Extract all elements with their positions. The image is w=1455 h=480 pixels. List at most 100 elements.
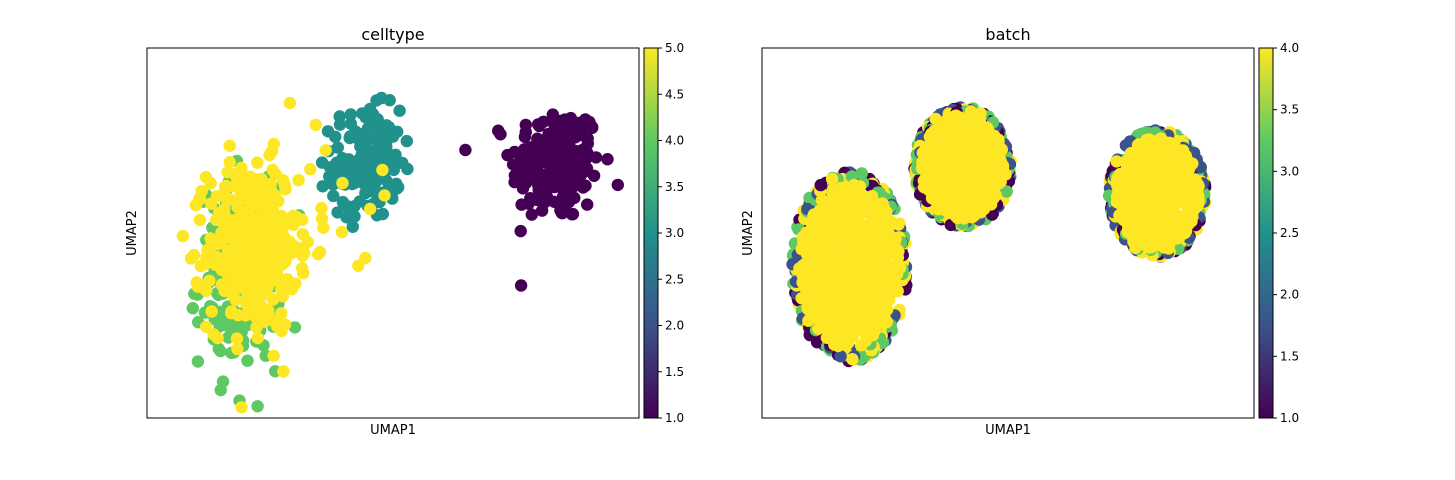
scatter-point xyxy=(251,400,264,413)
scatter-point xyxy=(843,230,856,243)
scatter-point xyxy=(370,141,384,155)
scatter-point xyxy=(851,267,865,280)
scatter-point xyxy=(210,213,223,227)
scatter-point xyxy=(501,148,514,162)
scatter-point xyxy=(928,142,942,155)
scatter-point xyxy=(1143,224,1157,237)
colorbar-tick-label: 2.0 xyxy=(665,319,684,333)
scatter-point xyxy=(191,280,205,293)
scatter-point xyxy=(820,204,833,218)
scatter-point xyxy=(230,332,244,345)
x-axis-label: UMAP1 xyxy=(370,423,416,438)
scatter-point xyxy=(326,178,340,191)
scatter-point xyxy=(797,235,810,249)
scatter-point xyxy=(820,306,833,320)
scatter-point xyxy=(267,137,280,151)
colorbar-tick-label: 1.5 xyxy=(1280,349,1299,363)
scatter-point xyxy=(851,243,864,256)
scatter-point xyxy=(351,163,364,176)
scatter-point xyxy=(1128,147,1142,160)
scatter-point xyxy=(919,142,932,155)
scatter-point xyxy=(532,166,545,179)
y-axis-label: UMAP2 xyxy=(125,210,140,256)
scatter-point xyxy=(223,139,236,152)
scatter-point xyxy=(278,318,292,331)
scatter-point xyxy=(1133,234,1146,247)
scatter-point xyxy=(880,303,894,316)
scatter-point xyxy=(230,239,244,253)
scatter-point xyxy=(365,171,378,185)
scatter-point xyxy=(983,135,997,148)
scatter-point xyxy=(363,102,377,116)
scatter-point xyxy=(890,283,903,297)
scatter-point xyxy=(1148,149,1161,162)
scatter-point xyxy=(884,261,898,274)
colorbar xyxy=(643,47,659,419)
scatter-point xyxy=(360,151,374,164)
scatter-point xyxy=(861,219,874,232)
colorbar-tick-label: 3.0 xyxy=(665,226,684,240)
scatter-point xyxy=(280,213,293,227)
scatter-point xyxy=(274,283,288,297)
scatter-point xyxy=(200,320,213,333)
scatter-point xyxy=(525,208,538,221)
panel-celltype: celltype UMAP1 UMAP2 1.0 1.5 2.0 2.5 3.0 3.5 4… xyxy=(125,25,684,438)
colorbar-tick-label: 2.0 xyxy=(1280,288,1299,302)
scatter-point xyxy=(251,331,264,345)
scatter-point xyxy=(844,292,857,305)
scatter-point xyxy=(1170,165,1184,178)
scatter-point xyxy=(831,203,845,216)
scatter-point xyxy=(333,118,347,131)
scatter-point xyxy=(1128,181,1142,195)
scatter-point xyxy=(218,203,231,216)
scatter-point xyxy=(251,156,264,169)
scatter-point xyxy=(249,311,263,324)
axes-frame xyxy=(761,47,1255,419)
scatter-point xyxy=(198,258,212,271)
scatter-point xyxy=(1154,225,1167,238)
scatter-point xyxy=(810,212,824,225)
scatter-point xyxy=(933,201,946,215)
scatter-point xyxy=(376,207,389,221)
colorbar-tick-label: 2.5 xyxy=(665,272,684,286)
scatter-point xyxy=(275,307,288,320)
scatter-point xyxy=(543,159,557,173)
scatter-point xyxy=(532,152,545,166)
scatter-point xyxy=(508,175,521,189)
scatter-point xyxy=(983,183,996,197)
scatter-point xyxy=(954,144,968,157)
axes-frame xyxy=(146,47,640,419)
scatter-point xyxy=(184,252,198,265)
scatter-point xyxy=(315,156,329,169)
scatter-point xyxy=(581,132,594,145)
scatter-point xyxy=(336,176,349,190)
scatter-point xyxy=(1191,190,1204,203)
scatter-point xyxy=(288,321,302,334)
scatter-point xyxy=(996,161,1009,174)
scatter-point xyxy=(235,401,248,414)
scatter-point xyxy=(315,202,328,215)
scatter-point xyxy=(1189,180,1202,193)
scatter-point xyxy=(574,144,588,157)
scatter-point xyxy=(948,168,961,182)
scatter-point xyxy=(834,350,847,363)
scatter-point xyxy=(585,121,599,135)
scatter-point xyxy=(1156,134,1169,148)
scatter-point xyxy=(292,174,305,187)
colorbar-tick-label: 1.0 xyxy=(665,411,684,425)
scatter-point xyxy=(799,276,813,289)
scatter-point xyxy=(880,315,893,329)
scatter-point xyxy=(288,240,301,253)
scatter-point xyxy=(865,205,878,218)
colorbar-tick-label: 1.5 xyxy=(665,365,684,379)
scatter-point xyxy=(400,134,413,148)
scatter-point xyxy=(370,94,383,107)
scatter-point xyxy=(209,258,222,272)
scatter-point xyxy=(1151,192,1165,205)
scatter-point xyxy=(267,314,280,328)
y-axis-label: UMAP2 xyxy=(741,210,756,256)
scatter-point xyxy=(261,303,275,317)
scatter-point xyxy=(865,315,878,328)
scatter-point xyxy=(203,274,216,287)
scatter-point xyxy=(549,135,563,149)
